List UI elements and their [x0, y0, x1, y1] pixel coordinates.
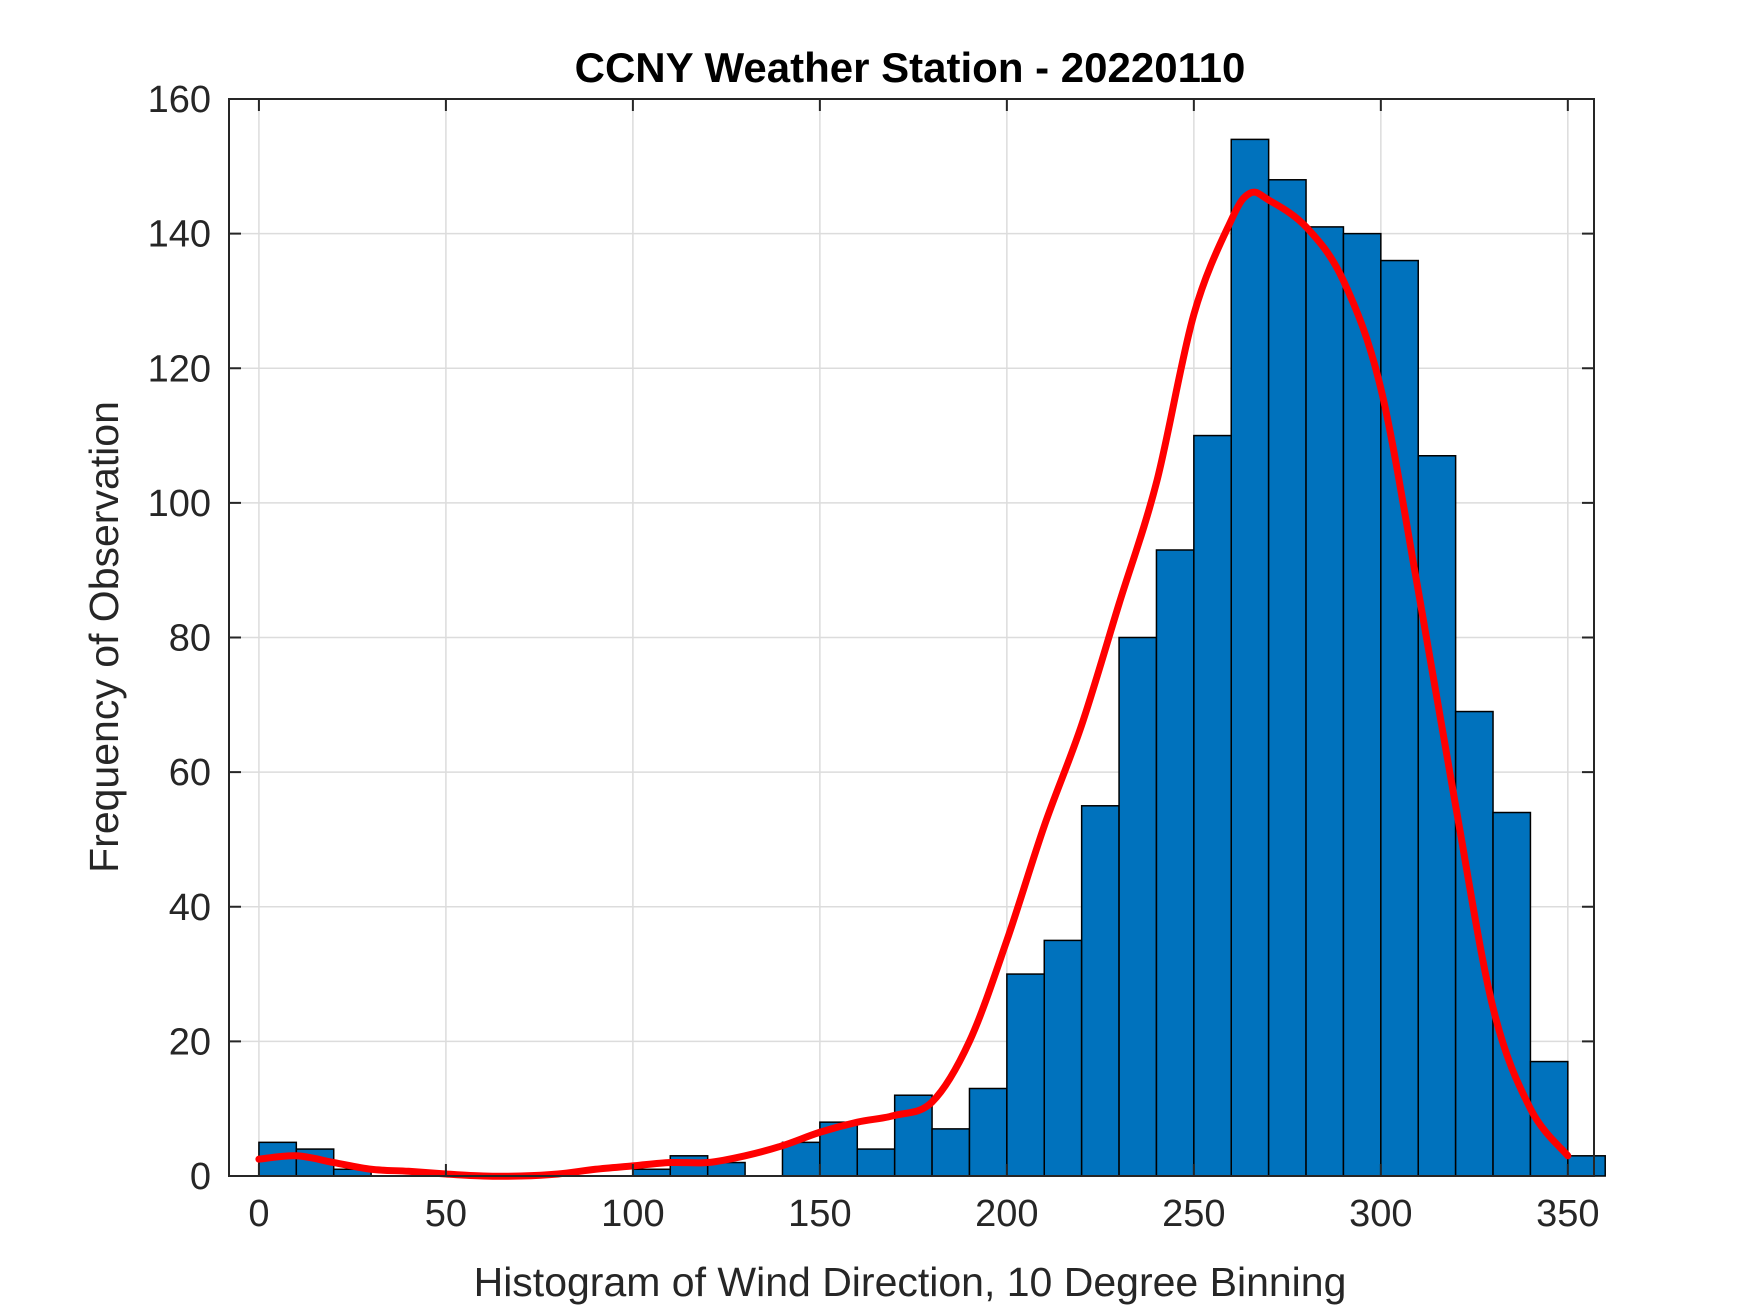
- y-axis-label: Frequency of Observation: [81, 401, 127, 873]
- x-tick-label: 150: [788, 1193, 851, 1235]
- histogram-bar: [1454, 710, 1494, 1177]
- x-tick-label: 100: [601, 1193, 664, 1235]
- y-tick-label: 40: [169, 887, 211, 929]
- chart-title: CCNY Weather Station - 20220110: [575, 44, 1246, 91]
- y-tick-label: 120: [148, 348, 211, 390]
- histogram-bar: [968, 1087, 1008, 1177]
- histogram-bar: [1567, 1155, 1606, 1177]
- histogram-bar: [931, 1128, 971, 1177]
- x-tick-label: 0: [248, 1193, 269, 1235]
- histogram-bar: [1267, 179, 1307, 1177]
- axis-ticks: 0 50 100 150 200 250 300 350 0 20 40 60 80 100 120 140 1…: [148, 79, 1600, 1235]
- x-tick-label: 350: [1536, 1193, 1599, 1235]
- x-tick-label: 300: [1349, 1193, 1412, 1235]
- histogram-bar: [1230, 138, 1270, 1177]
- y-tick-label: 20: [169, 1021, 211, 1063]
- bars: [258, 138, 1606, 1177]
- y-tick-label: 160: [148, 79, 211, 121]
- histogram-bar: [1043, 939, 1083, 1177]
- histogram-bar: [1155, 549, 1195, 1177]
- y-tick-label: 0: [190, 1156, 211, 1198]
- histogram-bar: [1305, 226, 1345, 1177]
- histogram-bar: [1417, 455, 1457, 1177]
- y-tick-label: 140: [148, 214, 211, 256]
- x-axis-label: Histogram of Wind Direction, 10 Degree B…: [474, 1259, 1347, 1305]
- x-tick-label: 250: [1162, 1193, 1225, 1235]
- y-tick-label: 60: [169, 752, 211, 794]
- y-tick-label: 80: [169, 618, 211, 660]
- y-tick-label: 100: [148, 483, 211, 525]
- histogram-bar: [1193, 434, 1232, 1177]
- histogram-bar: [1118, 636, 1158, 1177]
- histogram-bar: [632, 1168, 672, 1177]
- histogram-bar: [1006, 973, 1046, 1177]
- histogram-bar: [1492, 811, 1532, 1177]
- histogram-bar: [1080, 805, 1120, 1177]
- x-tick-label: 50: [425, 1193, 467, 1235]
- x-tick-label: 200: [975, 1193, 1038, 1235]
- histogram-bar: [856, 1148, 896, 1177]
